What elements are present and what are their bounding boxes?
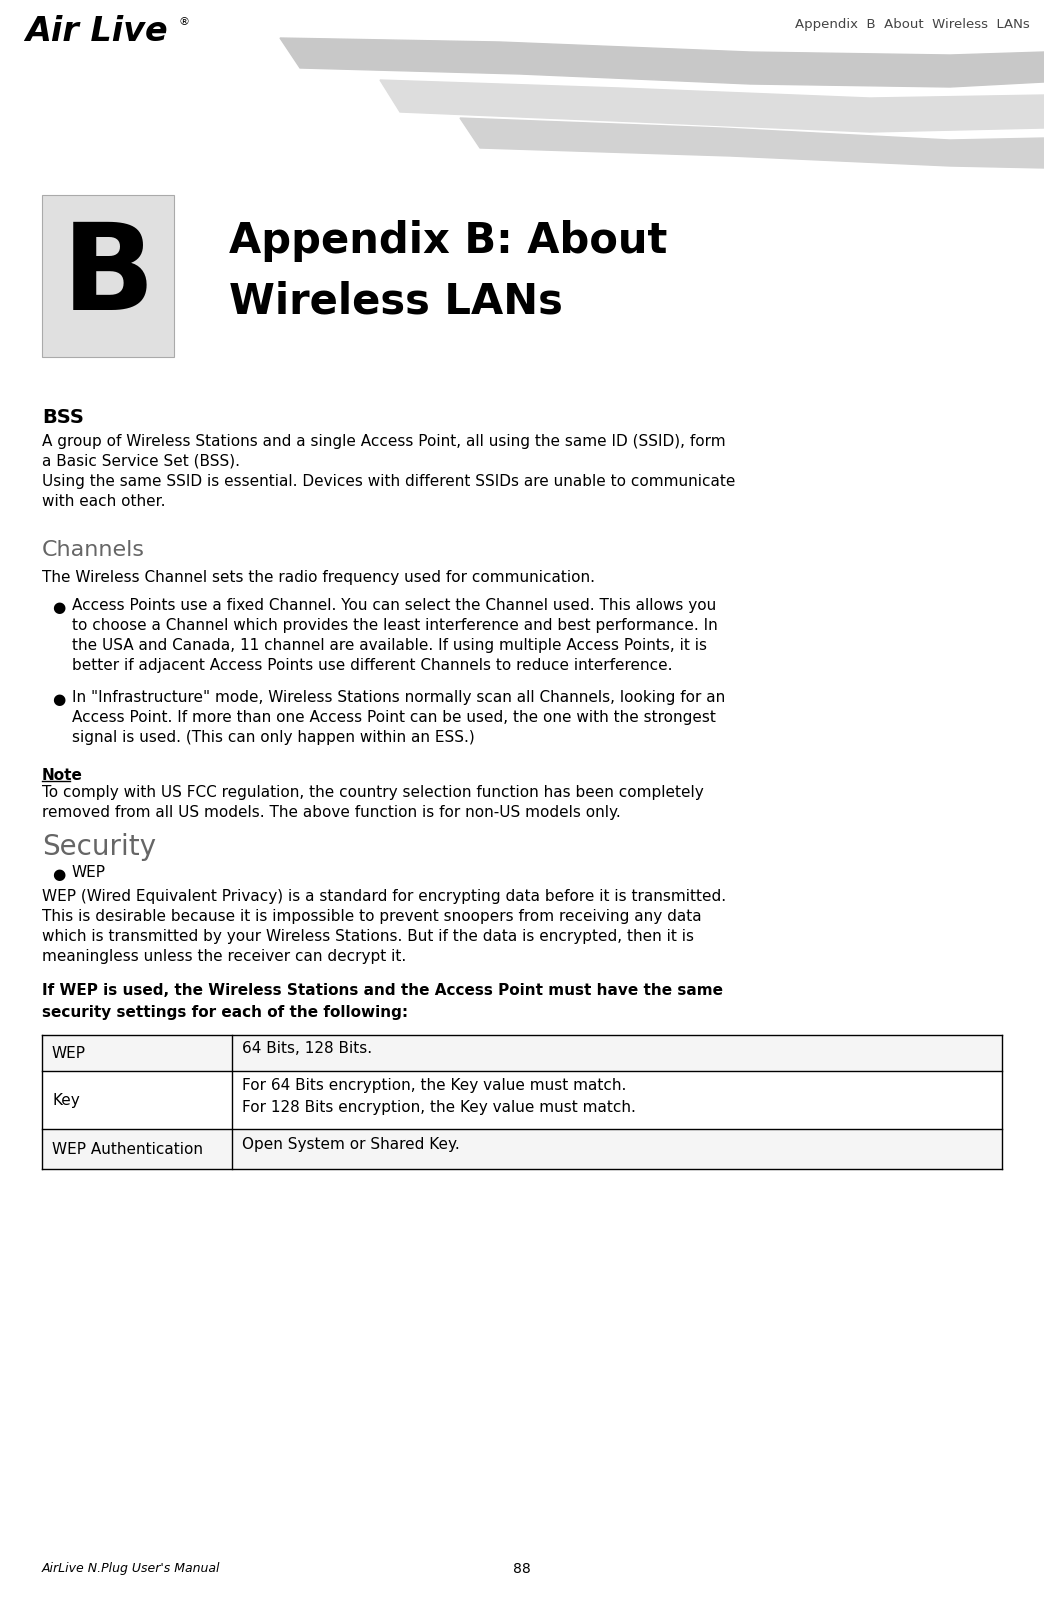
Text: the USA and Canada, 11 channel are available. If using multiple Access Points, i: the USA and Canada, 11 channel are avail… bbox=[72, 638, 707, 654]
Text: which is transmitted by your Wireless Stations. But if the data is encrypted, th: which is transmitted by your Wireless St… bbox=[42, 928, 694, 944]
Text: 88: 88 bbox=[513, 1561, 531, 1576]
Text: signal is used. (This can only happen within an ESS.): signal is used. (This can only happen wi… bbox=[72, 730, 475, 745]
Text: Key: Key bbox=[52, 1093, 79, 1107]
Text: Access Point. If more than one Access Point can be used, the one with the strong: Access Point. If more than one Access Po… bbox=[72, 710, 716, 725]
Text: better if adjacent Access Points use different Channels to reduce interference.: better if adjacent Access Points use dif… bbox=[72, 658, 672, 673]
Text: ●: ● bbox=[52, 599, 65, 615]
FancyBboxPatch shape bbox=[42, 1071, 1002, 1130]
Text: For 128 Bits encryption, the Key value must match.: For 128 Bits encryption, the Key value m… bbox=[242, 1099, 636, 1115]
Text: If WEP is used, the Wireless Stations and the Access Point must have the same: If WEP is used, the Wireless Stations an… bbox=[42, 983, 723, 999]
Text: Appendix  B  About  Wireless  LANs: Appendix B About Wireless LANs bbox=[796, 18, 1030, 30]
Text: For 64 Bits encryption, the Key value must match.: For 64 Bits encryption, the Key value mu… bbox=[242, 1079, 626, 1093]
Text: This is desirable because it is impossible to prevent snoopers from receiving an: This is desirable because it is impossib… bbox=[42, 909, 702, 924]
FancyBboxPatch shape bbox=[42, 1036, 1002, 1071]
Text: 64 Bits, 128 Bits.: 64 Bits, 128 Bits. bbox=[242, 1040, 372, 1056]
Text: ●: ● bbox=[52, 868, 65, 882]
FancyBboxPatch shape bbox=[42, 195, 174, 356]
Polygon shape bbox=[380, 80, 1044, 133]
Text: A group of Wireless Stations and a single Access Point, all using the same ID (S: A group of Wireless Stations and a singl… bbox=[42, 435, 726, 449]
Text: To comply with US FCC regulation, the country selection function has been comple: To comply with US FCC regulation, the co… bbox=[42, 785, 704, 801]
Text: WEP: WEP bbox=[52, 1047, 86, 1061]
Text: WEP: WEP bbox=[72, 865, 106, 880]
Text: In "Infrastructure" mode, Wireless Stations normally scan all Channels, looking : In "Infrastructure" mode, Wireless Stati… bbox=[72, 690, 726, 705]
Text: security settings for each of the following:: security settings for each of the follow… bbox=[42, 1005, 408, 1020]
Text: WEP Authentication: WEP Authentication bbox=[52, 1143, 203, 1157]
Text: ●: ● bbox=[52, 692, 65, 706]
Polygon shape bbox=[280, 38, 1044, 86]
Text: Access Points use a fixed Channel. You can select the Channel used. This allows : Access Points use a fixed Channel. You c… bbox=[72, 598, 716, 614]
Text: Using the same SSID is essential. Devices with different SSIDs are unable to com: Using the same SSID is essential. Device… bbox=[42, 475, 735, 489]
Text: meaningless unless the receiver can decrypt it.: meaningless unless the receiver can decr… bbox=[42, 949, 406, 964]
Polygon shape bbox=[460, 118, 1044, 168]
Text: with each other.: with each other. bbox=[42, 494, 166, 510]
Text: Appendix B: About: Appendix B: About bbox=[229, 221, 667, 262]
Text: B: B bbox=[62, 217, 155, 334]
FancyBboxPatch shape bbox=[42, 1130, 1002, 1170]
Text: to choose a Channel which provides the least interference and best performance. : to choose a Channel which provides the l… bbox=[72, 618, 718, 633]
Text: removed from all US models. The above function is for non-US models only.: removed from all US models. The above fu… bbox=[42, 805, 621, 820]
Text: Note: Note bbox=[42, 769, 82, 783]
Text: Air Live: Air Live bbox=[25, 14, 168, 48]
Text: BSS: BSS bbox=[42, 407, 84, 427]
Text: Security: Security bbox=[42, 833, 156, 861]
Text: a Basic Service Set (BSS).: a Basic Service Set (BSS). bbox=[42, 454, 240, 468]
Text: The Wireless Channel sets the radio frequency used for communication.: The Wireless Channel sets the radio freq… bbox=[42, 570, 595, 585]
Text: ®: ® bbox=[177, 18, 189, 27]
Text: WEP (Wired Equivalent Privacy) is a standard for encrypting data before it is tr: WEP (Wired Equivalent Privacy) is a stan… bbox=[42, 888, 727, 904]
Text: Open System or Shared Key.: Open System or Shared Key. bbox=[242, 1138, 459, 1152]
Text: Wireless LANs: Wireless LANs bbox=[229, 280, 563, 323]
Text: AirLive N.Plug User's Manual: AirLive N.Plug User's Manual bbox=[42, 1561, 220, 1576]
Text: Channels: Channels bbox=[42, 540, 145, 559]
